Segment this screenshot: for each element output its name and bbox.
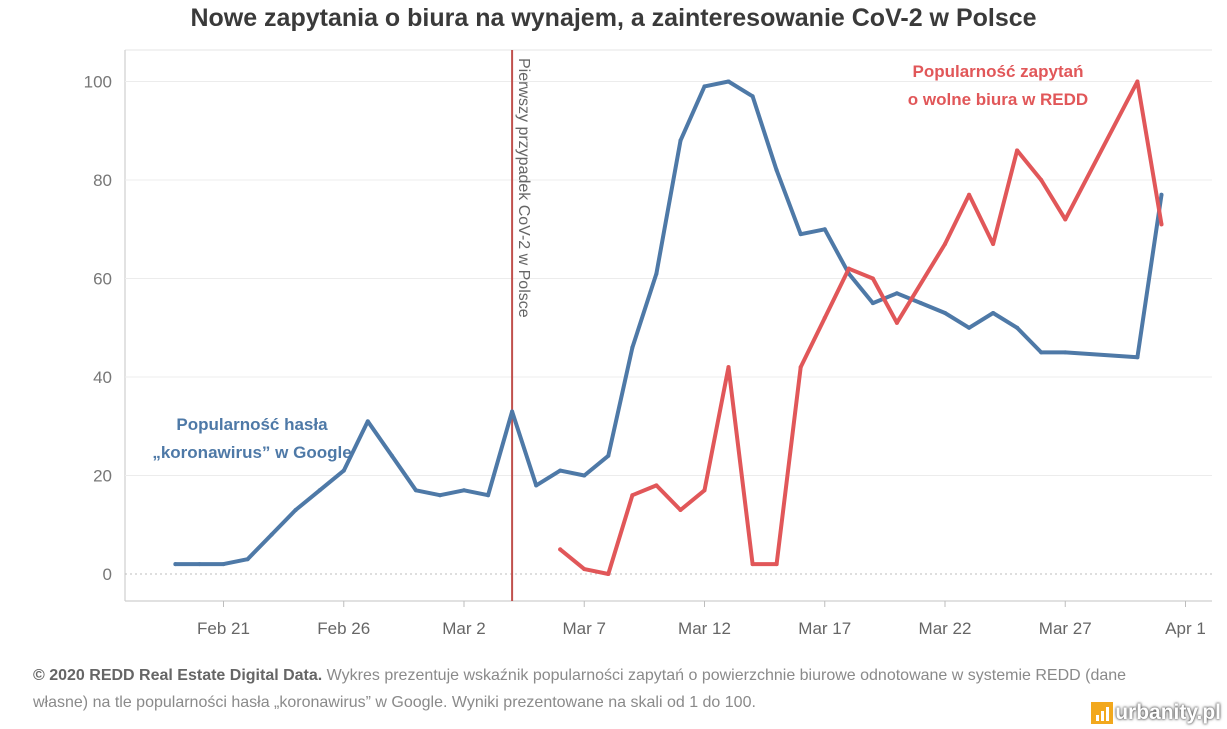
line-chart: 0 20 40 60 80 100 Feb 21 Feb 26 Mar 2 Mar 7 Mar 12… [84, 49, 1212, 638]
data-point-redd [582, 567, 587, 572]
caption-copyright: © 2020 REDD Real Estate Digital Data. [33, 667, 323, 684]
data-point-google [534, 483, 539, 488]
data-point-google [894, 291, 899, 296]
data-point-redd [1063, 217, 1068, 222]
x-tick-label: Feb 21 [197, 619, 250, 638]
data-point-google [1159, 192, 1164, 197]
y-tick-label: 100 [84, 73, 112, 92]
series-label-redd: o wolne biura w REDD [908, 90, 1088, 109]
data-point-redd [558, 547, 563, 552]
chart-title: Nowe zapytania o biura na wynajem, a zai… [190, 4, 1037, 32]
data-point-redd [654, 483, 659, 488]
data-point-google [486, 493, 491, 498]
data-point-google [967, 325, 972, 330]
data-point-google [197, 562, 202, 567]
data-point-google [269, 532, 274, 537]
data-point-google [1015, 325, 1020, 330]
data-point-google [702, 84, 707, 89]
series-line-google [173, 79, 1164, 567]
data-point-redd [702, 488, 707, 493]
data-point-redd [798, 365, 803, 370]
data-point-redd [822, 315, 827, 320]
x-tick-label: Mar 7 [563, 619, 606, 638]
data-point-google [317, 488, 322, 493]
y-tick-label: 60 [93, 270, 112, 289]
data-point-google [365, 419, 370, 424]
series-label-google: „koronawirus” w Google [152, 443, 351, 462]
data-point-redd [678, 507, 683, 512]
data-point-google [1135, 355, 1140, 360]
building-icon [1091, 702, 1114, 724]
data-point-google [654, 271, 659, 276]
data-point-redd [606, 572, 611, 576]
data-point-redd [726, 365, 731, 370]
data-point-google [798, 232, 803, 237]
data-point-google [293, 507, 298, 512]
y-tick-label: 80 [93, 171, 112, 190]
data-point-google [918, 301, 923, 306]
y-tick-label: 20 [93, 467, 112, 486]
data-point-google [389, 453, 394, 458]
x-tick-label: Mar 22 [919, 619, 972, 638]
data-point-google [943, 310, 947, 315]
data-point-redd [943, 242, 947, 247]
data-point-google [774, 168, 779, 173]
data-point-redd [870, 276, 875, 281]
series-line-redd [558, 79, 1164, 576]
data-point-google [750, 94, 755, 99]
series-label-google: Popularność hasła [176, 415, 328, 434]
data-point-google [341, 468, 346, 473]
data-point-google [173, 562, 178, 567]
x-tick-label: Mar 12 [678, 619, 731, 638]
y-tick-label: 0 [103, 565, 112, 584]
data-point-google [606, 453, 611, 458]
data-point-redd [1135, 79, 1140, 84]
x-tick-label: Mar 27 [1039, 619, 1092, 638]
data-point-google [678, 138, 683, 143]
data-point-redd [967, 192, 972, 197]
data-point-google [558, 468, 563, 473]
data-point-google [1063, 350, 1068, 355]
x-tick-label: Mar 17 [798, 619, 851, 638]
x-tick-label: Mar 2 [442, 619, 485, 638]
data-point-redd [991, 242, 996, 247]
data-point-google [245, 557, 250, 562]
data-point-google [221, 562, 226, 567]
data-point-redd [750, 562, 755, 567]
data-point-redd [894, 320, 899, 325]
data-point-google [462, 488, 466, 493]
data-point-redd [774, 562, 779, 567]
x-tick-label: Feb 26 [317, 619, 370, 638]
data-point-redd [846, 266, 851, 271]
watermark-logo: urbanity.pl [1091, 701, 1221, 725]
data-point-redd [1039, 178, 1044, 182]
data-point-google [582, 473, 587, 478]
x-tick-label: Apr 1 [1165, 619, 1206, 638]
data-point-google [822, 227, 827, 232]
data-point-google [870, 301, 875, 306]
data-point-google [991, 310, 996, 315]
annotation-label: Pierwszy przypadek CoV-2 w Polsce [515, 58, 532, 318]
series-label-redd: Popularność zapytań [913, 62, 1084, 81]
chart-caption: © 2020 REDD Real Estate Digital Data. Wy… [33, 662, 1183, 716]
data-point-google [510, 409, 515, 414]
watermark-text: urbanity.pl [1115, 701, 1221, 724]
data-point-google [437, 493, 442, 498]
y-tick-label: 40 [93, 368, 112, 387]
data-point-google [1039, 350, 1044, 355]
data-point-google [413, 488, 418, 493]
data-point-google [630, 345, 635, 350]
data-point-redd [1015, 148, 1020, 153]
data-point-redd [630, 493, 635, 498]
data-point-redd [1159, 222, 1164, 227]
data-point-google [726, 79, 731, 84]
caption-text: Wykres prezentuje wskaźnik popularności … [33, 667, 1127, 711]
